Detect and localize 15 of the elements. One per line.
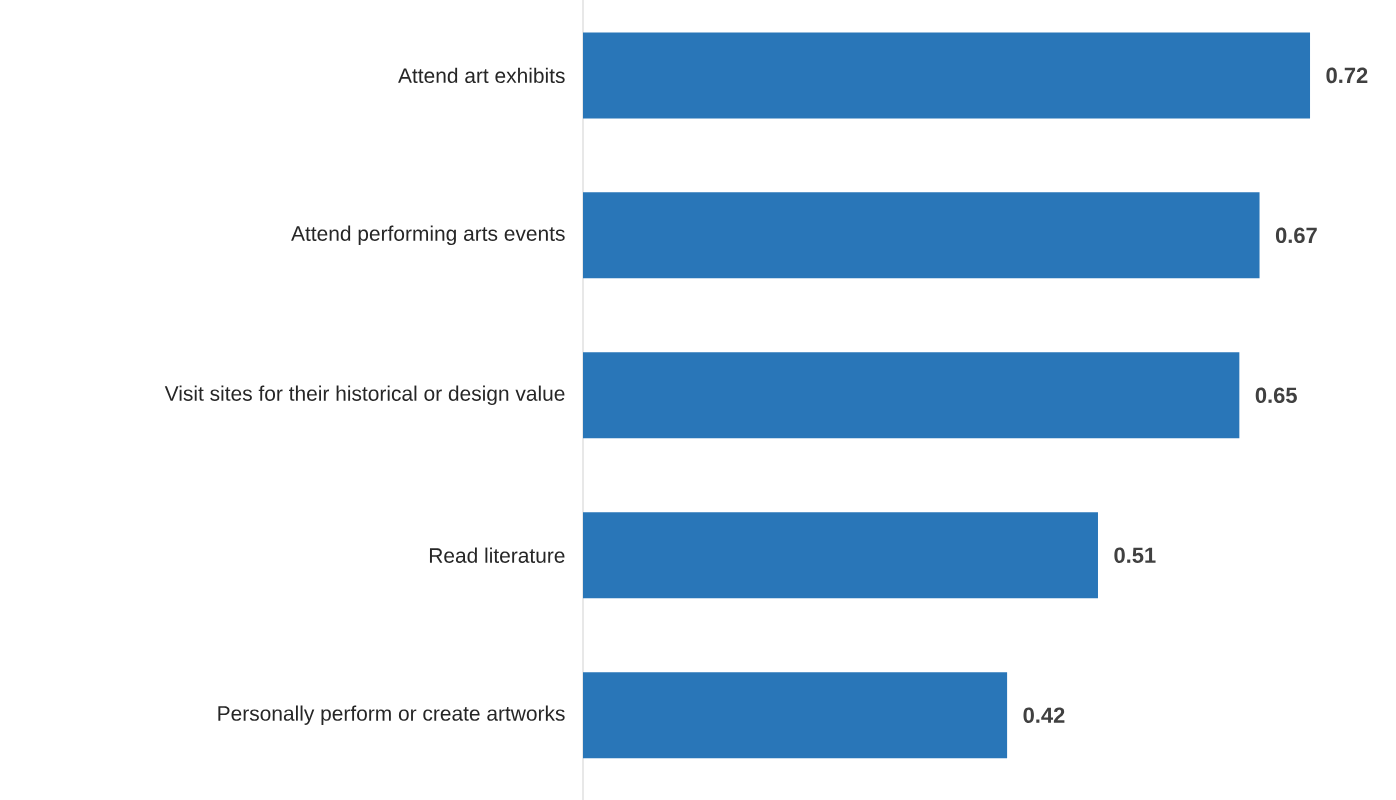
bar [583, 672, 1008, 759]
y-tick-label: Attend performing arts events [291, 225, 565, 246]
data-label: 0.51 [1114, 547, 1156, 564]
data-label: 0.42 [1023, 707, 1065, 723]
bar [583, 352, 1240, 439]
y-tick-label: Visit sites for their historical or design value [164, 385, 565, 406]
data-label: 0.67 [1275, 227, 1317, 244]
y-tick-label: Read literature [429, 547, 565, 563]
data-label: 0.72 [1326, 67, 1368, 84]
y-tick-label: Personally perform or create artworks [218, 705, 565, 725]
bar [583, 192, 1260, 279]
bar [583, 32, 1311, 119]
bar [583, 512, 1098, 599]
y-tick-label: Attend art exhibits [398, 67, 565, 84]
data-label: 0.65 [1255, 387, 1297, 404]
